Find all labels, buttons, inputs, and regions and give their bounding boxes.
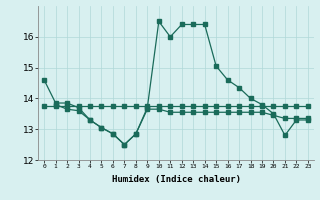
X-axis label: Humidex (Indice chaleur): Humidex (Indice chaleur): [111, 175, 241, 184]
